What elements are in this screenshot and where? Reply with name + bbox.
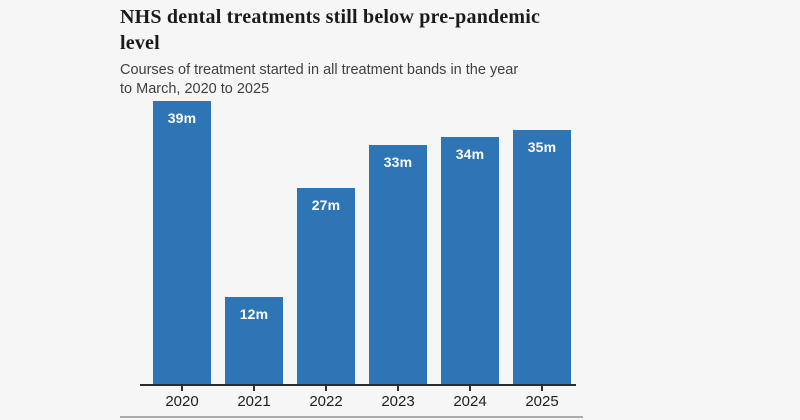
chart-title: NHS dental treatments still below pre-pa… [120,4,598,56]
chart-subtitle: Courses of treatment started in all trea… [120,61,598,99]
tick-mark-2024 [469,384,471,391]
bar-value-label: 27m [311,197,341,213]
x-axis-label-2023: 2023 [381,393,415,410]
bar-column-2023: 33m [362,101,434,384]
bar-column-2022: 27m [290,101,362,384]
bar-2024: 34m [441,137,499,384]
bottom-divider [120,416,583,418]
x-axis-label-2021: 2021 [237,393,271,410]
bar-2025: 35m [513,130,571,384]
chart-title-line-1: NHS dental treatments still below pre-pa… [120,6,541,28]
x-axis-ticks [146,384,578,391]
x-axis-label-2022: 2022 [309,393,343,410]
bar-2022: 27m [297,188,355,384]
bar-value-label: 34m [455,146,485,162]
chart-subtitle-line-1: Courses of treatment started in all trea… [120,62,519,78]
bar-value-label: 39m [167,110,197,126]
x-axis-labels: 2020 2021 2022 2023 2024 2025 [146,394,578,410]
plot-area: 39m 12m 27m 33m [146,101,578,384]
x-axis-line [140,384,576,386]
tick-mark-2021 [253,384,255,391]
tick-mark-2023 [397,384,399,391]
bar-2021: 12m [225,297,283,384]
x-axis-label-2025: 2025 [525,393,559,410]
bar-2020: 39m [153,101,211,384]
bar-chart: 39m 12m 27m 33m [120,101,598,410]
x-axis-label-2024: 2024 [453,393,487,410]
chart-title-line-2: level [120,32,160,54]
bar-2023: 33m [369,145,427,384]
bar-column-2024: 34m [434,101,506,384]
tick-mark-2020 [181,384,183,391]
bar-column-2021: 12m [218,101,290,384]
bar-column-2025: 35m [506,101,578,384]
tick-mark-2025 [541,384,543,391]
chart-container: NHS dental treatments still below pre-pa… [120,0,598,410]
x-axis-label-2020: 2020 [165,393,199,410]
bar-value-label: 35m [527,139,557,155]
bar-column-2020: 39m [146,101,218,384]
bar-value-label: 33m [383,154,413,170]
tick-mark-2022 [325,384,327,391]
bar-value-label: 12m [239,306,269,322]
chart-subtitle-line-2: to March, 2020 to 2025 [120,81,270,97]
